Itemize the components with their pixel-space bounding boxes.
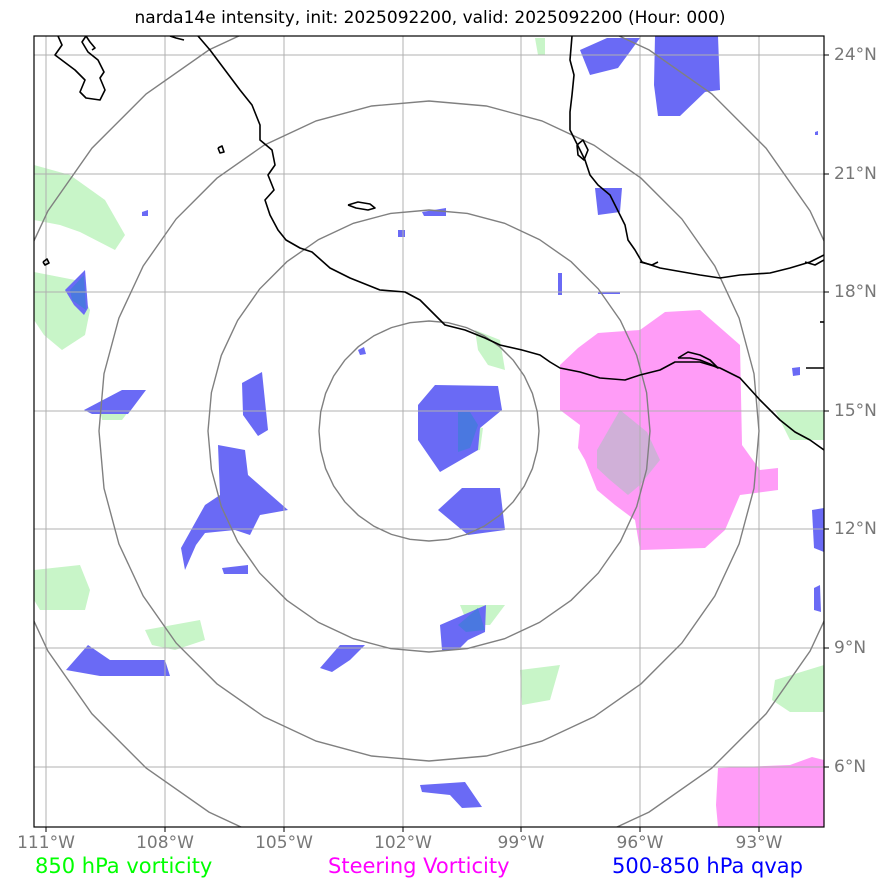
lon-label: 96°W: [616, 833, 664, 853]
lon-label: 93°W: [735, 833, 783, 853]
overlap-field: [597, 410, 660, 495]
lat-label: 9°N: [834, 638, 867, 658]
range-ring: [318, 320, 540, 542]
range-rings: [34, 36, 824, 827]
lon-label: 99°W: [497, 833, 545, 853]
qvap-vorticity-overlap: [70, 275, 485, 632]
map-title: narda14e intensity, init: 2025092200, va…: [134, 8, 726, 28]
lat-label: 24°N: [834, 45, 877, 65]
legend-steering-vorticity: Steering Vorticity: [328, 854, 510, 878]
vorticity-850-field: [34, 38, 824, 712]
lat-label: 12°N: [834, 519, 877, 539]
map-frame: [33, 35, 825, 828]
legend-850-vorticity: 850 hPa vorticity: [35, 854, 213, 878]
range-ring: [207, 209, 651, 653]
lon-label: 111°W: [17, 833, 75, 853]
lon-label: 105°W: [255, 833, 313, 853]
lat-label: 21°N: [834, 164, 877, 184]
range-ring: [98, 100, 760, 762]
lat-label: 15°N: [834, 401, 877, 421]
lon-label: 102°W: [374, 833, 432, 853]
coastline: [42, 36, 824, 451]
range-ring: [34, 36, 824, 827]
lon-label: 108°W: [136, 833, 194, 853]
lat-label: 18°N: [834, 282, 877, 302]
steering-vorticity-field: [560, 310, 824, 827]
lat-label: 6°N: [834, 757, 867, 777]
lat-lon-grid: [34, 36, 824, 827]
legend-qvap: 500-850 hPa qvap: [612, 854, 803, 878]
